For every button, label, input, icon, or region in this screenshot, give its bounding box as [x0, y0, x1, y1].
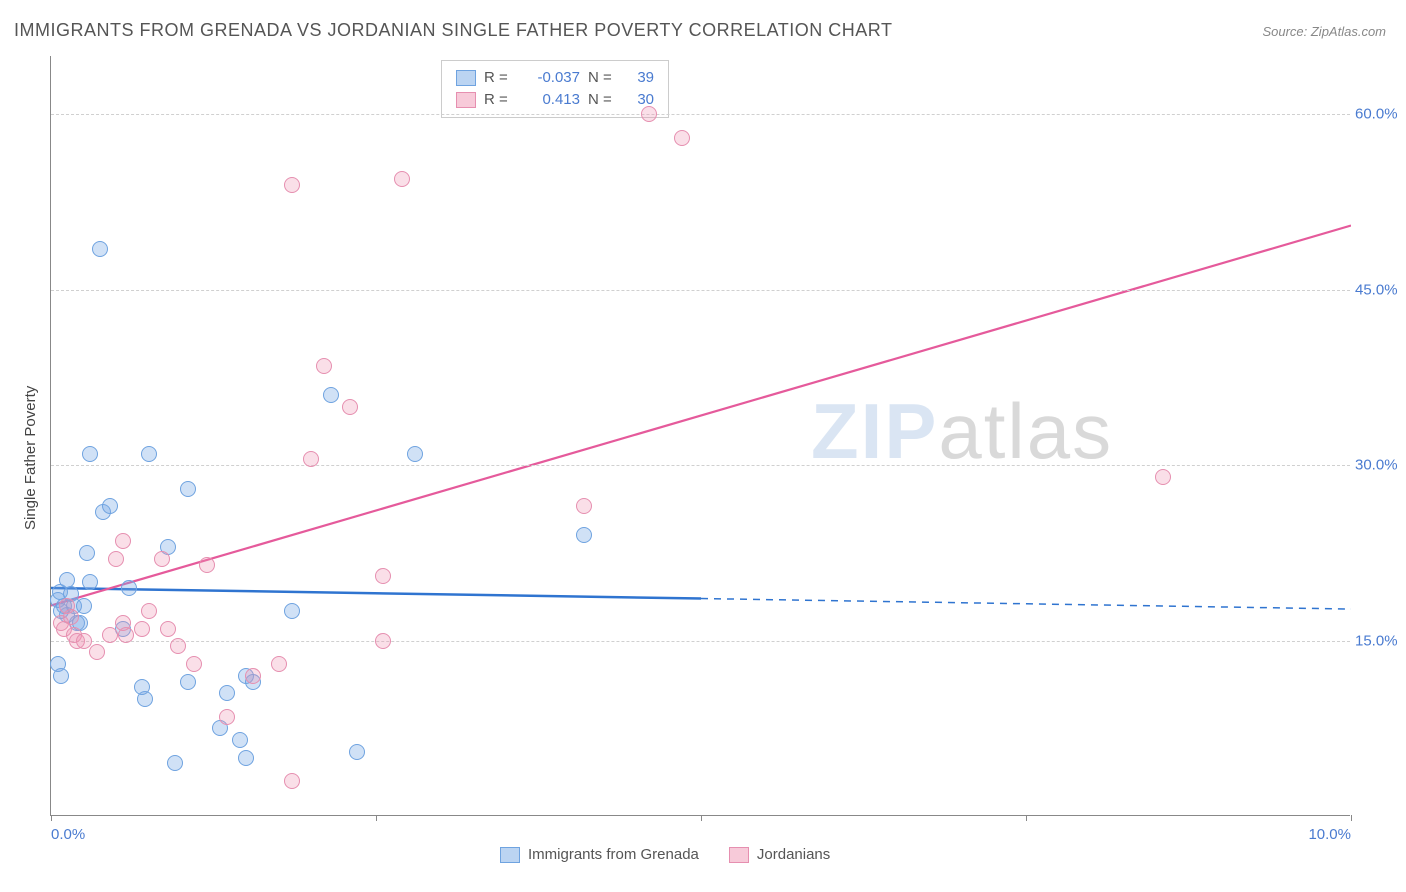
- scatter-point: [89, 644, 105, 660]
- watermark: ZIPatlas: [811, 386, 1113, 477]
- series-legend: Immigrants from Grenada Jordanians: [500, 846, 830, 863]
- scatter-point: [316, 358, 332, 374]
- x-tick: [1351, 815, 1352, 821]
- scatter-point: [180, 481, 196, 497]
- scatter-point: [284, 177, 300, 193]
- chart-container: IMMIGRANTS FROM GRENADA VS JORDANIAN SIN…: [0, 0, 1406, 892]
- scatter-point: [154, 551, 170, 567]
- scatter-point: [342, 399, 358, 415]
- swatch-icon: [456, 92, 476, 108]
- x-tick-label: 10.0%: [1308, 826, 1351, 843]
- scatter-point: [219, 685, 235, 701]
- scatter-point: [134, 621, 150, 637]
- scatter-point: [108, 551, 124, 567]
- scatter-point: [576, 527, 592, 543]
- scatter-point: [245, 668, 261, 684]
- scatter-point: [271, 656, 287, 672]
- scatter-point: [115, 615, 131, 631]
- legend-row: R = 0.413 N = 30: [456, 89, 654, 111]
- gridline: [51, 114, 1350, 115]
- scatter-point: [170, 638, 186, 654]
- r-value: 0.413: [520, 89, 580, 111]
- trend-line-dashed: [701, 599, 1351, 610]
- scatter-point: [180, 674, 196, 690]
- trend-lines-svg: [51, 56, 1351, 816]
- swatch-icon: [456, 70, 476, 86]
- chart-title: IMMIGRANTS FROM GRENADA VS JORDANIAN SIN…: [14, 20, 892, 41]
- watermark-atlas: atlas: [938, 387, 1113, 475]
- scatter-point: [186, 656, 202, 672]
- y-axis-label: Single Father Poverty: [22, 386, 39, 530]
- x-tick: [1026, 815, 1027, 821]
- n-label: N =: [588, 67, 616, 89]
- scatter-point: [674, 130, 690, 146]
- scatter-point: [53, 668, 69, 684]
- scatter-point: [1155, 469, 1171, 485]
- gridline: [51, 465, 1350, 466]
- scatter-point: [407, 446, 423, 462]
- scatter-point: [121, 580, 137, 596]
- plot-area: ZIPatlas R = -0.037 N = 39 R = 0.413 N =…: [50, 56, 1350, 816]
- correlation-legend: R = -0.037 N = 39 R = 0.413 N = 30: [441, 60, 669, 118]
- scatter-point: [394, 171, 410, 187]
- scatter-point: [141, 446, 157, 462]
- scatter-point: [323, 387, 339, 403]
- scatter-point: [102, 627, 118, 643]
- y-tick-label: 15.0%: [1355, 632, 1406, 649]
- scatter-point: [375, 633, 391, 649]
- trend-line: [51, 226, 1351, 606]
- scatter-point: [284, 603, 300, 619]
- scatter-point: [141, 603, 157, 619]
- scatter-point: [232, 732, 248, 748]
- r-label: R =: [484, 89, 512, 111]
- y-tick-label: 60.0%: [1355, 106, 1406, 123]
- legend-item: Jordanians: [729, 846, 830, 863]
- scatter-point: [219, 709, 235, 725]
- scatter-point: [134, 679, 150, 695]
- y-tick-label: 30.0%: [1355, 457, 1406, 474]
- gridline: [51, 641, 1350, 642]
- scatter-point: [576, 498, 592, 514]
- r-label: R =: [484, 67, 512, 89]
- scatter-point: [641, 106, 657, 122]
- scatter-point: [82, 446, 98, 462]
- scatter-point: [349, 744, 365, 760]
- scatter-point: [375, 568, 391, 584]
- n-label: N =: [588, 89, 616, 111]
- legend-label: Jordanians: [757, 846, 830, 863]
- scatter-point: [199, 557, 215, 573]
- scatter-point: [92, 241, 108, 257]
- x-tick-label: 0.0%: [51, 826, 85, 843]
- n-value: 39: [624, 67, 654, 89]
- scatter-point: [284, 773, 300, 789]
- scatter-point: [303, 451, 319, 467]
- scatter-point: [76, 598, 92, 614]
- scatter-point: [79, 545, 95, 561]
- y-tick-label: 45.0%: [1355, 281, 1406, 298]
- legend-item: Immigrants from Grenada: [500, 846, 699, 863]
- scatter-point: [63, 609, 79, 625]
- source-attribution: Source: ZipAtlas.com: [1262, 24, 1386, 39]
- scatter-point: [82, 574, 98, 590]
- scatter-point: [76, 633, 92, 649]
- gridline: [51, 290, 1350, 291]
- scatter-point: [238, 750, 254, 766]
- trend-line: [51, 588, 701, 599]
- scatter-point: [102, 498, 118, 514]
- swatch-icon: [729, 847, 749, 863]
- scatter-point: [160, 621, 176, 637]
- x-tick: [51, 815, 52, 821]
- x-tick: [701, 815, 702, 821]
- watermark-zip: ZIP: [811, 387, 938, 475]
- legend-label: Immigrants from Grenada: [528, 846, 699, 863]
- scatter-point: [115, 533, 131, 549]
- scatter-point: [167, 755, 183, 771]
- swatch-icon: [500, 847, 520, 863]
- legend-row: R = -0.037 N = 39: [456, 67, 654, 89]
- r-value: -0.037: [520, 67, 580, 89]
- x-tick: [376, 815, 377, 821]
